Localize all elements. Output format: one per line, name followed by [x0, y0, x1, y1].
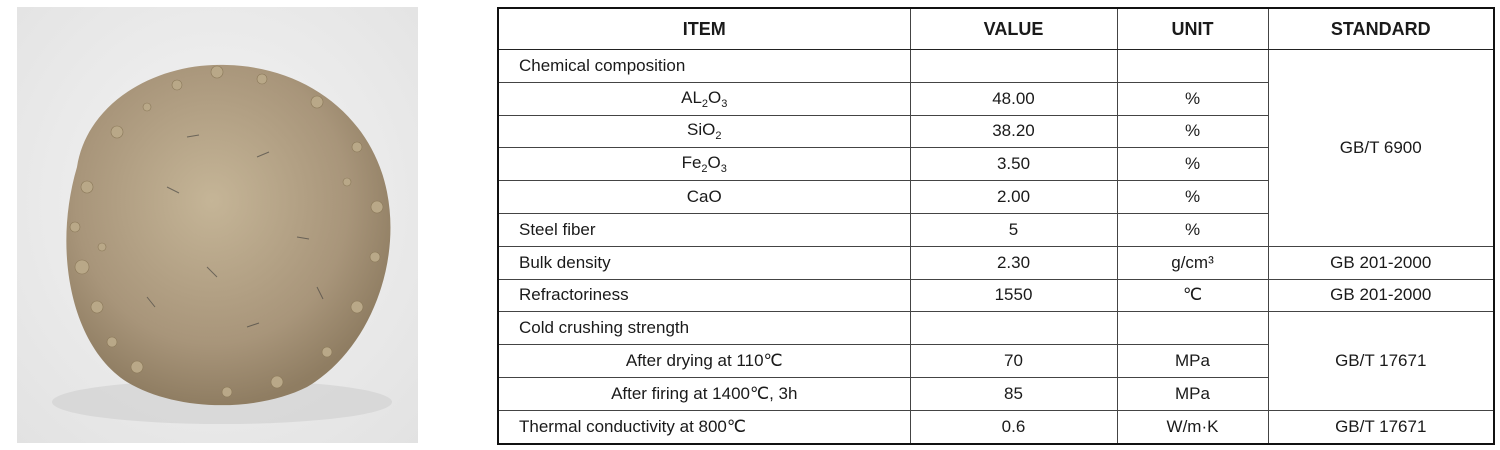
- value-cell: 3.50: [909, 147, 1118, 182]
- table-row: Cold crushing strength GB/T 17671: [497, 311, 1495, 411]
- item-cell: Thermal conductivity at 800℃: [497, 409, 911, 445]
- unit-cell: MPa: [1116, 376, 1269, 411]
- table-row: Fe2O3 3.50%: [497, 147, 1494, 182]
- table-row: Steel fiber 5%: [497, 212, 1494, 247]
- item-text: O: [708, 87, 722, 107]
- item-cell: Bulk density: [497, 245, 911, 280]
- column-header: ITEM: [497, 7, 911, 50]
- item-text: AL: [681, 87, 702, 107]
- spec-table: ITEM VALUE UNIT STANDARD Chemical compositi…: [497, 7, 1495, 445]
- unit-cell: g/cm³: [1116, 245, 1269, 280]
- item-cell: Cold crushing strength: [497, 311, 911, 346]
- standard-cell: GB 201-2000: [1267, 278, 1495, 313]
- value-cell: 85: [909, 376, 1118, 411]
- unit-cell: %: [1116, 147, 1269, 182]
- unit-cell: [1116, 311, 1269, 346]
- subscript: 3: [720, 163, 727, 176]
- value-cell: 70: [909, 344, 1118, 378]
- unit-cell: W/m·K: [1116, 409, 1269, 445]
- item-text: Fe: [681, 153, 702, 173]
- item-text: SiO: [687, 120, 716, 140]
- item-text: Refractoriness: [519, 285, 629, 305]
- unit-cell: %: [1116, 114, 1269, 149]
- item-text: After drying at 110℃: [625, 351, 783, 371]
- value-cell: 2.00: [909, 180, 1118, 214]
- unit-cell: MPa: [1116, 344, 1269, 378]
- item-cell: After drying at 110℃: [497, 344, 911, 378]
- item-cell: CaO: [497, 180, 911, 214]
- subscript: 3: [721, 97, 728, 110]
- table-row: Refractoriness 1550 ℃ GB 201-2000: [497, 278, 1495, 313]
- value-cell: 38.20: [909, 114, 1118, 149]
- unit-cell: [1116, 49, 1269, 83]
- item-text: Thermal conductivity at 800℃: [519, 416, 746, 436]
- item-text: CaO: [686, 187, 722, 207]
- value-cell: 0.6: [909, 409, 1118, 445]
- column-header: STANDARD: [1267, 7, 1495, 50]
- item-text: Bulk density: [519, 252, 611, 272]
- item-text: O: [707, 153, 721, 173]
- item-cell: After firing at 1400℃, 3h: [497, 376, 911, 411]
- subscript: 2: [715, 130, 722, 143]
- unit-cell: %: [1116, 212, 1269, 247]
- header-row: ITEM VALUE UNIT STANDARD: [497, 7, 1495, 50]
- item-text: Steel fiber: [519, 219, 596, 239]
- item-cell: Fe2O3: [497, 147, 911, 182]
- unit-cell: %: [1116, 81, 1269, 116]
- item-text: Cold crushing strength: [519, 318, 690, 338]
- value-cell: [909, 311, 1118, 346]
- subscript: 2: [701, 97, 709, 110]
- item-cell: Chemical composition: [497, 49, 911, 83]
- table-body: Chemical composition GB/T 6900 AL2O3 48.00%…: [497, 49, 1495, 445]
- unit-cell: %: [1116, 180, 1269, 214]
- standard-cell: GB/T 17671: [1267, 311, 1495, 411]
- value-cell: 1550: [909, 278, 1118, 313]
- value-cell: [909, 49, 1118, 83]
- item-cell: AL2O3: [497, 81, 911, 116]
- item-cell: Refractoriness: [497, 278, 911, 313]
- value-cell: 2.30: [909, 245, 1118, 280]
- value-cell: 5: [909, 212, 1118, 247]
- column-header: VALUE: [909, 7, 1118, 50]
- item-cell: SiO2: [497, 114, 911, 149]
- value-cell: 48.00: [909, 81, 1118, 116]
- table-row: Bulk density 2.30 g/cm³ GB 201-2000: [497, 245, 1495, 280]
- subscript: 2: [701, 163, 708, 176]
- standard-cell: GB 201-2000: [1267, 245, 1495, 280]
- table-row: Thermal conductivity at 800℃ 0.6 W/m·K GB/T…: [497, 409, 1495, 445]
- item-cell: Steel fiber: [497, 212, 911, 247]
- table-row: After firing at 1400℃, 3h 85 MPa: [497, 376, 1494, 411]
- item-text: After firing at 1400℃, 3h: [611, 383, 798, 403]
- column-header: UNIT: [1116, 7, 1269, 50]
- product-photo: [17, 7, 418, 443]
- standard-cell: GB/T 17671: [1267, 409, 1495, 445]
- standard-cell: GB/T 6900: [1267, 49, 1495, 247]
- item-text: Chemical composition: [519, 55, 686, 75]
- table-row: Chemical composition GB/T 6900: [497, 49, 1495, 247]
- table-row: SiO2 38.20%: [497, 114, 1494, 149]
- unit-cell: ℃: [1116, 278, 1269, 313]
